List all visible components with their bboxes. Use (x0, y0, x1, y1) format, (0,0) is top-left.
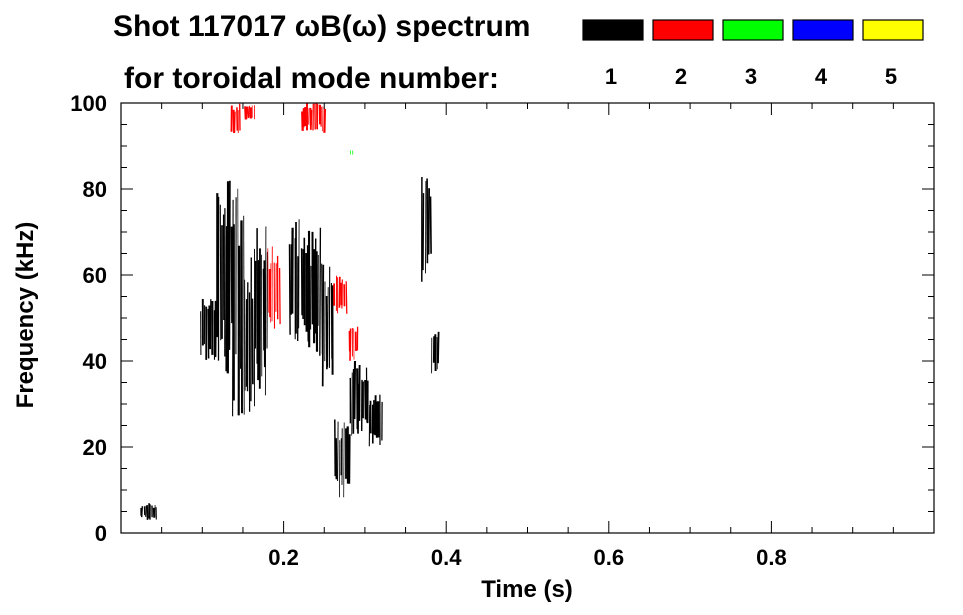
x-tick-label: 0.8 (756, 545, 787, 570)
y-axis-label: Frequency (kHz) (12, 222, 39, 409)
spectrum-streak (337, 421, 339, 482)
spectrum-streak (349, 328, 352, 361)
spectrum-streak (214, 300, 217, 358)
spectrum-streak (345, 281, 348, 314)
legend-label-mode-1: 1 (605, 64, 617, 89)
legend-label-mode-5: 5 (885, 64, 897, 89)
spectrum-streak (321, 264, 325, 387)
x-tick-label: 0.4 (431, 545, 462, 570)
spectrum-region-mode-2 (267, 246, 281, 329)
spectrum-streak (309, 109, 313, 130)
spectrum-streak (219, 204, 222, 341)
spectrum-streak (264, 226, 267, 396)
legend-swatch-mode-2 (652, 19, 714, 41)
legend: 1 2 3 4 5 (582, 19, 924, 89)
spectrum-streak (437, 331, 440, 364)
spectrum-region-mode-1 (140, 503, 157, 520)
spectrum-region-mode-1 (232, 188, 245, 417)
spectrum-region-mode-2 (301, 103, 326, 133)
spectrum-region-mode-1 (254, 226, 268, 396)
y-tick-label: 0 (95, 521, 107, 546)
spectrum-region-mode-1 (334, 419, 351, 498)
spectrum-streak (207, 308, 210, 359)
spectrum-region-mode-1 (305, 227, 323, 356)
spectrum-region-mode-2 (348, 326, 359, 361)
spectrum-streak (225, 226, 228, 372)
chart-title-line2: for toroidal mode number: (124, 62, 499, 95)
spectrum-streak (278, 267, 281, 325)
spectrum-streak (301, 111, 304, 131)
spectrum-streak (422, 193, 425, 271)
spectrum-streak (343, 422, 345, 498)
spectrum-streak (243, 215, 245, 415)
legend-swatch-mode-1 (582, 19, 644, 41)
spectrum-streak (251, 298, 254, 385)
y-tick-label: 60 (83, 263, 107, 288)
spectrum-streak (327, 287, 329, 368)
spectrum-streak (141, 506, 143, 518)
plot-frame (120, 102, 935, 534)
plot-data (140, 103, 440, 520)
spectrum-region-mode-1 (431, 331, 440, 374)
x-axis-label: Time (s) (481, 576, 573, 603)
axes: 0.2 0.4 0.6 0.8 0 20 40 60 80 100 (70, 91, 934, 570)
spectrum-streak (323, 108, 326, 133)
spectrum-streak (244, 279, 246, 391)
legend-label-mode-3: 3 (745, 64, 757, 89)
spectrum-region-mode-1 (288, 219, 306, 342)
spectrum-streak (257, 260, 260, 381)
spectrum-streak (228, 180, 231, 350)
spectrum-streak (319, 227, 322, 356)
chart-title-line1: Shot 117017 ωB(ω) spectrum (113, 10, 530, 43)
legend-label-mode-2: 2 (675, 64, 687, 89)
spectrum-region-mode-1 (216, 180, 234, 374)
spectrum-streak (335, 438, 338, 480)
spectrum-streak (351, 372, 353, 436)
spectrum-streak (234, 111, 236, 133)
spectrum-streak (429, 196, 432, 254)
spectrum-region-mode-1 (349, 360, 369, 436)
x-tick-label: 0.6 (594, 545, 625, 570)
spectrum-streak (267, 248, 269, 313)
spectrum-streak (427, 188, 430, 255)
spectrum-streak (353, 360, 357, 420)
spectrum-region-mode-1 (321, 264, 334, 387)
spectrum-region-mode-1 (200, 298, 217, 360)
spectrum-streak (263, 260, 266, 368)
y-tick-label: 20 (83, 435, 107, 460)
legend-swatch-mode-5 (862, 19, 924, 41)
spectrum-region-mode-2 (244, 105, 255, 120)
spectrum-streak (152, 507, 156, 518)
spectrum-region-mode-3 (349, 150, 354, 155)
spectrum-streak (232, 109, 236, 134)
spectrum-streak (230, 226, 234, 324)
legend-swatch-mode-3 (722, 19, 784, 41)
spectrum-streak (270, 263, 272, 323)
y-tick-label: 80 (83, 177, 107, 202)
spectrum-region-mode-1 (368, 394, 383, 447)
legend-swatch-mode-4 (792, 19, 854, 41)
spectrum-streak (288, 244, 291, 335)
spectrum-streak (307, 107, 309, 125)
spectrum-streak (364, 379, 367, 420)
spectrum-region-mode-1 (244, 248, 255, 412)
spectrum-streak (247, 106, 250, 119)
spectrum-region-mode-2 (230, 103, 241, 134)
y-tick-label: 100 (70, 91, 107, 116)
spectrum-region-mode-1 (421, 176, 432, 282)
y-tick-label: 40 (83, 349, 107, 374)
spectrum-region-mode-2 (333, 275, 348, 314)
x-tick-label: 0.2 (268, 545, 299, 570)
legend-label-mode-4: 4 (815, 64, 828, 89)
